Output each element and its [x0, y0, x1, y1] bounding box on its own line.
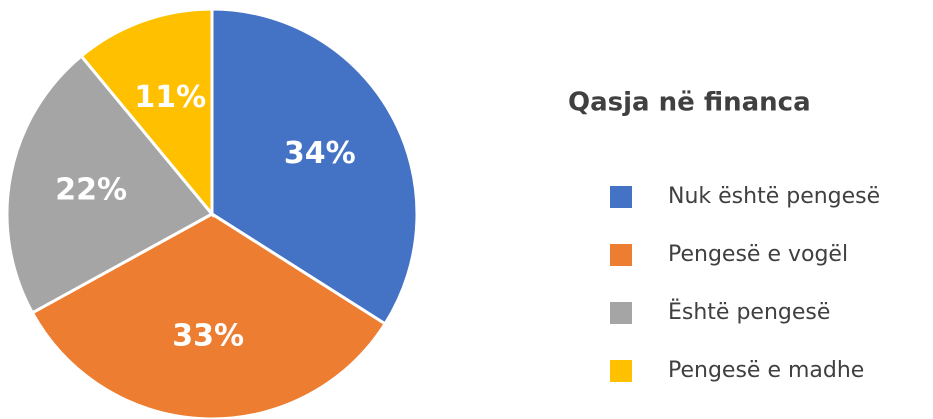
legend-swatch: [610, 302, 632, 324]
legend-label: Pengesë e vogël: [668, 242, 848, 267]
legend-label: Pengesë e madhe: [668, 358, 864, 383]
data-label: 33%: [172, 318, 244, 353]
pie-slice: [5, 53, 215, 315]
legend-swatch: [610, 244, 632, 266]
legend-label: Nuk është pengesë: [668, 184, 880, 209]
data-label: 34%: [284, 136, 356, 171]
legend-swatch: [610, 186, 632, 208]
data-label: 11%: [134, 80, 206, 115]
pie-slice: [79, 7, 214, 219]
data-label: 22%: [55, 172, 127, 207]
legend-label: Është pengesë: [668, 299, 830, 325]
legend-swatch: [610, 360, 632, 382]
chart-title: Qasja në financa: [568, 88, 811, 118]
